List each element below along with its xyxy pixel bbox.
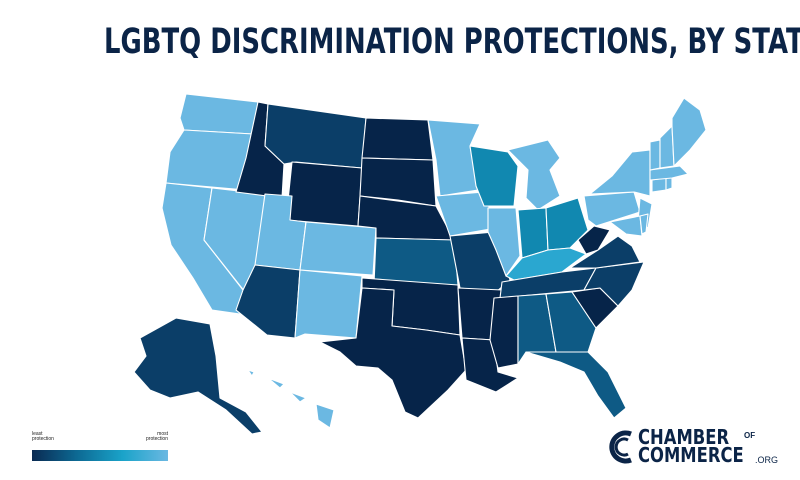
state-kansas xyxy=(373,237,459,286)
state-mississippi xyxy=(489,295,519,369)
state-oregon xyxy=(165,129,254,191)
state-wyoming xyxy=(285,161,363,227)
logo-of: OF xyxy=(744,431,756,440)
legend: least protection most protection xyxy=(32,432,168,462)
legend-high-label: most protection xyxy=(146,431,168,442)
state-hawaii xyxy=(247,369,335,429)
chamber-logo-icon xyxy=(609,430,632,464)
state-maryland xyxy=(609,215,643,237)
logo-suffix: .ORG xyxy=(755,455,779,465)
state-massachusetts xyxy=(649,165,689,181)
logo-line-2: COMMERCE xyxy=(638,443,744,467)
state-washington xyxy=(179,93,259,135)
state-montana xyxy=(264,103,367,169)
logo-line-1: CHAMBER xyxy=(638,425,730,449)
state-vermont xyxy=(649,139,661,171)
state-wisconsin xyxy=(469,145,519,207)
state-delaware xyxy=(639,213,649,235)
state-alaska xyxy=(133,317,263,435)
state-rhode-island xyxy=(665,177,673,191)
state-indiana xyxy=(517,207,549,259)
state-north-dakota xyxy=(361,117,434,161)
state-new-mexico xyxy=(294,269,363,339)
state-michigan xyxy=(507,139,561,211)
state-new-york xyxy=(589,149,651,197)
state-florida xyxy=(525,351,627,419)
state-west-virginia xyxy=(577,225,611,255)
state-maine xyxy=(671,97,707,167)
state-colorado xyxy=(299,221,377,276)
chamber-of-commerce-logo: CHAMBER OF COMMERCE .ORG xyxy=(607,425,779,467)
state-texas xyxy=(319,287,467,419)
page-title: LGBTQ DISCRIMINATION PROTECTIONS, BY STA… xyxy=(104,22,800,62)
legend-low-label: least protection xyxy=(32,431,54,442)
state-georgia xyxy=(545,291,597,353)
legend-gradient-bar xyxy=(32,450,168,461)
